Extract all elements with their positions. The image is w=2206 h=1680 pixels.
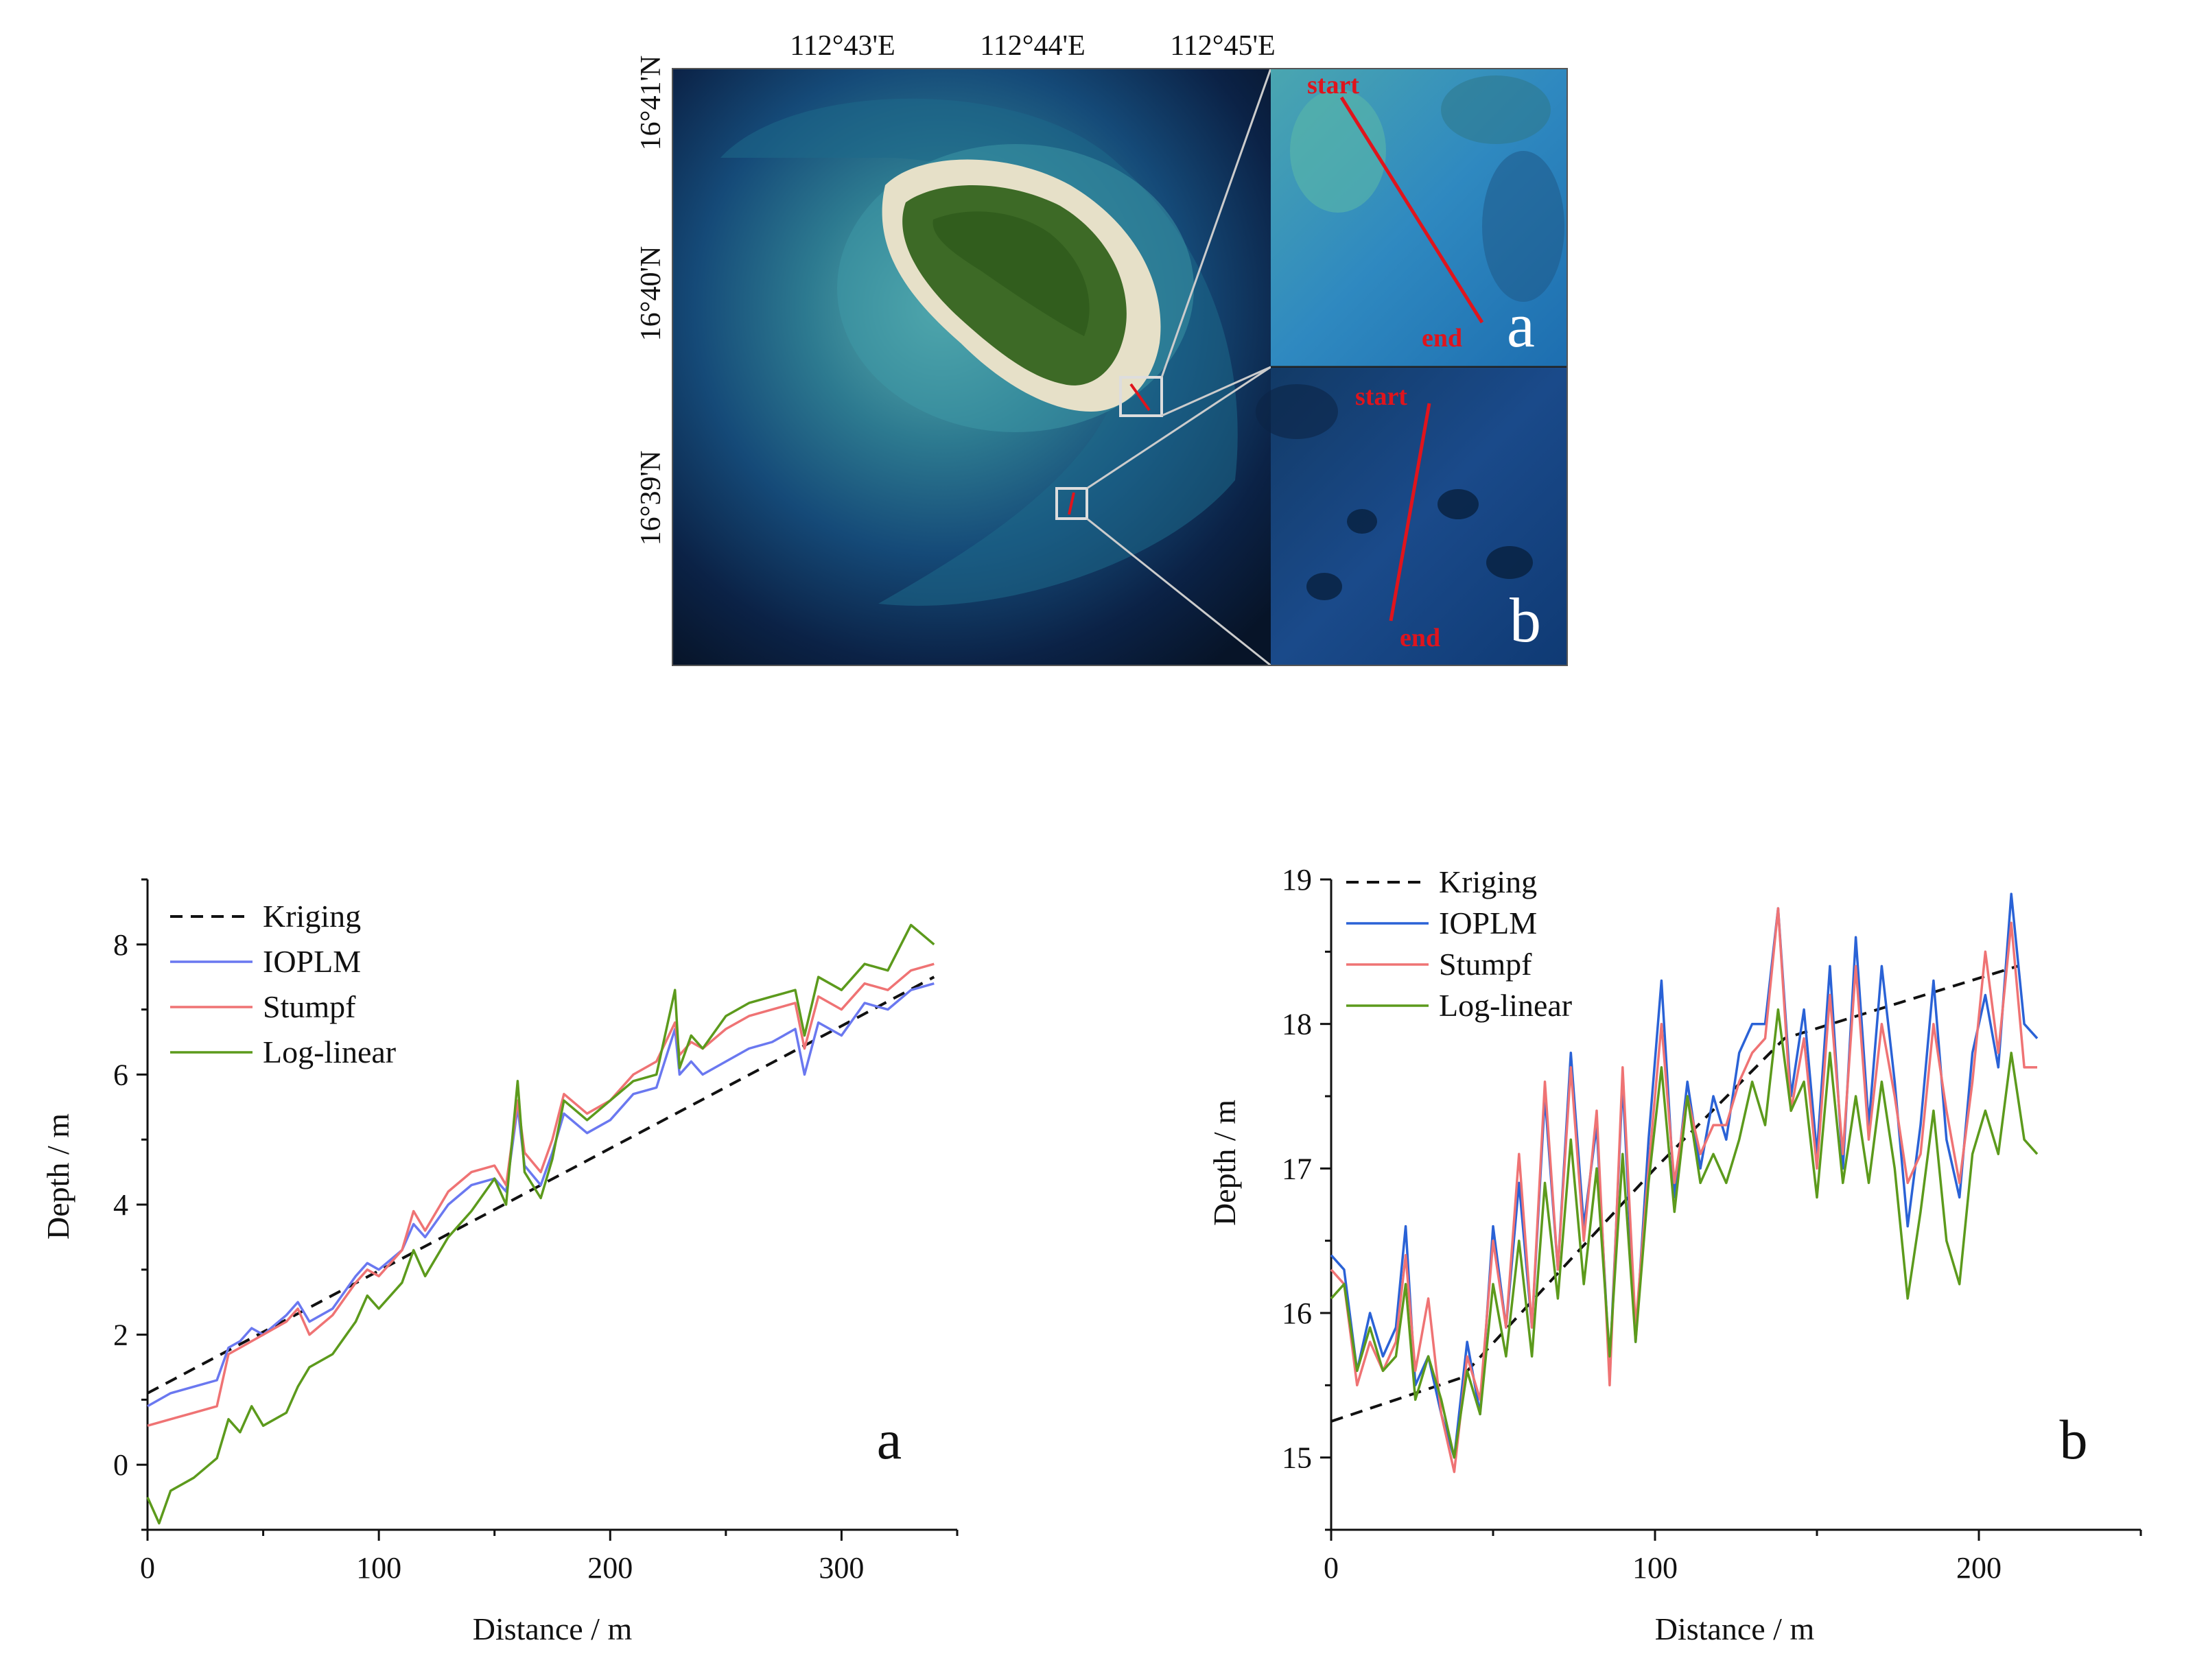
x-tick-label: 200 <box>1956 1551 2002 1585</box>
inset-b-transect-line <box>1389 403 1431 622</box>
inset-box-a-locator <box>1119 376 1163 417</box>
chart-a: 0 100 200 300 0 2 4 6 8 Kriging IOPLM Stumpf Log-li… <box>40 878 959 1646</box>
inset-box-a-transect <box>1129 383 1151 412</box>
inset-b-end-label: end <box>1400 624 1440 652</box>
inset-a-letter: a <box>1507 290 1535 360</box>
lon-label: 112°43'E <box>790 30 895 62</box>
x-tick-label: 300 <box>819 1551 864 1585</box>
lat-label: 16°39'N <box>635 451 667 546</box>
y-tick-label: 8 <box>113 928 128 962</box>
inset-b-dark-patch <box>1256 384 1338 439</box>
satellite-map: start end a start end b 112°43'E 112°44'… <box>635 30 1568 667</box>
y-tick-label: 19 <box>1282 863 1312 897</box>
inset-a-reef-patch <box>1482 151 1564 302</box>
inset-b-dark-patch <box>1438 489 1479 519</box>
series-line-log-linear <box>146 923 935 1525</box>
leader-line-b1 <box>1086 366 1271 490</box>
inset-b-letter: b <box>1510 585 1541 655</box>
inset-box-b-locator <box>1055 487 1088 520</box>
chart-a-panel-label: a <box>877 1408 902 1471</box>
chart-a-axes: 0 100 200 300 0 2 4 6 8 <box>113 878 959 1585</box>
lon-label: 112°45'E <box>1170 30 1275 62</box>
x-tick-label: 0 <box>140 1551 155 1585</box>
leader-line-a1 <box>1160 68 1272 378</box>
legend-label-ioplm: IOPLM <box>263 944 361 979</box>
y-tick-label: 2 <box>113 1318 128 1352</box>
x-tick-label: 100 <box>356 1551 401 1585</box>
y-tick-label: 4 <box>113 1188 128 1222</box>
chart-a-legend: Kriging IOPLM Stumpf Log-linear <box>170 899 396 1069</box>
inset-b: start end b <box>1256 368 1567 665</box>
leader-line-a2 <box>1161 366 1271 417</box>
x-tick-label: 0 <box>1324 1551 1339 1585</box>
inset-b-dark-patch <box>1486 546 1533 579</box>
chart-b-panel-label: b <box>2060 1408 2088 1471</box>
lat-label: 16°40'N <box>635 246 667 342</box>
chart-b: 0 100 200 15 16 17 18 19 Kriging IOPLM Stumpf Log-… <box>1207 863 2142 1646</box>
legend-label-kriging: Kriging <box>1439 864 1537 899</box>
island-vegetation-texture <box>932 211 1090 336</box>
chart-b-xlabel: Distance / m <box>1655 1611 1815 1646</box>
lat-label: 16°41'N <box>635 56 667 151</box>
legend-label-kriging: Kriging <box>263 899 361 934</box>
lon-label: 112°44'E <box>980 30 1085 62</box>
inset-b-dark-patch <box>1306 573 1342 600</box>
inset-b-dark-patch <box>1347 509 1377 534</box>
y-tick-label: 16 <box>1282 1297 1312 1330</box>
inset-b-start-label: start <box>1355 382 1407 411</box>
map-frame <box>672 68 1568 666</box>
legend-label-stumpf: Stumpf <box>1439 947 1532 982</box>
chart-b-ylabel: Depth / m <box>1207 1100 1242 1226</box>
chart-b-legend: Kriging IOPLM Stumpf Log-linear <box>1346 864 1572 1023</box>
chart-a-ylabel: Depth / m <box>40 1113 75 1240</box>
inset-a-start-label: start <box>1307 71 1359 99</box>
series-line-log-linear <box>1330 1008 2039 1459</box>
inset-a: start end a <box>1271 69 1567 367</box>
y-tick-label: 17 <box>1282 1152 1312 1185</box>
y-tick-label: 0 <box>113 1448 128 1482</box>
inset-a-end-label: end <box>1422 324 1462 353</box>
inset-a-reef-patch <box>1290 89 1386 213</box>
y-tick-label: 6 <box>113 1058 128 1091</box>
inset-a-reef-patch <box>1441 75 1551 144</box>
x-tick-label: 200 <box>587 1551 633 1585</box>
leader-line-b2 <box>1086 517 1271 667</box>
legend-label-log-linear: Log-linear <box>1439 988 1572 1023</box>
chart-a-xlabel: Distance / m <box>473 1611 633 1646</box>
chart-b-axes: 0 100 200 15 16 17 18 19 <box>1282 863 2142 1585</box>
x-tick-label: 100 <box>1632 1551 1678 1585</box>
y-tick-label: 18 <box>1282 1008 1312 1041</box>
chart-b-series <box>1330 892 2039 1474</box>
legend-label-ioplm: IOPLM <box>1439 906 1537 940</box>
legend-label-stumpf: Stumpf <box>263 989 356 1024</box>
series-line-stumpf <box>1330 907 2037 1474</box>
inset-a-transect-line <box>1339 96 1484 324</box>
chart-a-series <box>146 923 935 1525</box>
legend-label-log-linear: Log-linear <box>263 1034 396 1069</box>
inset-box-b-transect <box>1068 492 1075 515</box>
y-tick-label: 15 <box>1282 1441 1312 1475</box>
